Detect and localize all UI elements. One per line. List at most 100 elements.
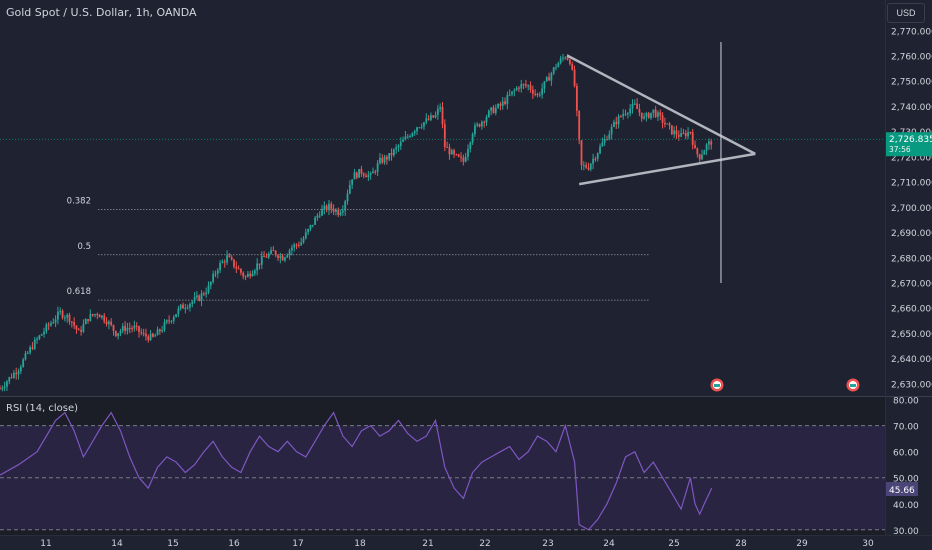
candle-body <box>175 314 177 318</box>
candle-body <box>492 107 495 113</box>
candle-body <box>687 132 689 137</box>
candle-body <box>673 130 676 135</box>
price-tick-label: 2,670.000 <box>891 279 932 289</box>
candle-body <box>124 326 127 331</box>
candle-body <box>531 89 534 94</box>
candle-body <box>365 175 367 178</box>
rsi-tick-label: 60.00 <box>893 449 919 459</box>
candle-body <box>633 103 636 105</box>
candle-body <box>339 212 342 215</box>
triangle-pattern[interactable] <box>566 42 756 283</box>
candle-body <box>367 174 370 178</box>
time-axis[interactable]: 11 14 15 16 17 18 21 22 23 24 25 28 29 30 <box>40 539 874 549</box>
candle-body <box>328 203 330 211</box>
candle-body <box>246 273 249 277</box>
candle-body <box>348 184 351 194</box>
candle-body <box>19 366 22 372</box>
candle-body <box>73 322 76 326</box>
candle-body <box>573 69 576 86</box>
candle-body <box>103 315 106 322</box>
candle-body <box>29 347 32 353</box>
candle-body <box>193 297 196 302</box>
candle-body <box>478 124 481 127</box>
currency-button[interactable]: USD <box>887 3 925 23</box>
event-icons[interactable] <box>710 378 860 392</box>
candle-body <box>251 273 254 277</box>
candle-body <box>205 292 208 295</box>
candle-body <box>462 157 465 162</box>
price-tick-label: 2,710.000 <box>891 179 932 189</box>
candle-body <box>221 261 224 264</box>
rsi-axis[interactable]: 30.00 40.00 50.00 60.00 70.00 80.00 45.66 <box>886 397 919 537</box>
candle-body <box>615 121 618 125</box>
candle-body <box>425 118 428 123</box>
time-tick-label: 14 <box>111 539 123 549</box>
candle-body <box>256 263 259 271</box>
candle-body <box>626 113 629 115</box>
candle-body <box>610 126 613 135</box>
candle-body <box>170 320 173 322</box>
candle-body <box>230 257 233 260</box>
candle-body <box>564 57 567 59</box>
candle-body <box>98 314 101 318</box>
candle-body <box>629 108 632 114</box>
triangle-upper-line[interactable] <box>566 54 756 155</box>
candle-body <box>360 169 363 174</box>
candle-body <box>450 150 453 155</box>
candle-body <box>562 57 564 59</box>
candle-body <box>226 255 228 263</box>
price-tick-label: 2,650.000 <box>891 330 932 340</box>
candle-body <box>311 224 314 226</box>
candle-body <box>569 59 571 65</box>
candle-body <box>402 139 405 142</box>
candle-body <box>661 115 664 123</box>
current-price-value: 2,726.835 <box>889 135 932 145</box>
candle-body <box>284 257 286 261</box>
candle-body <box>145 333 147 337</box>
candle-body <box>214 273 217 275</box>
candle-body <box>94 314 96 316</box>
candle-body <box>504 101 506 104</box>
candle-body <box>494 107 497 113</box>
candle-body <box>286 255 289 258</box>
candle-body <box>476 124 479 126</box>
price-tick-label: 2,760.000 <box>891 52 932 62</box>
candle-body <box>534 93 537 95</box>
candle-body <box>38 335 41 339</box>
candle-body <box>191 301 194 304</box>
triangle-lower-line[interactable] <box>578 152 756 186</box>
candle-body <box>657 112 659 117</box>
candle-body <box>200 293 203 301</box>
candle-body <box>508 94 511 96</box>
event-flag-icon-mark <box>714 384 720 387</box>
time-tick-label: 17 <box>292 539 303 549</box>
fibonacci-retracement[interactable]: 0.382 0.5 0.618 <box>67 196 650 301</box>
candle-body <box>77 329 80 331</box>
candle-body <box>128 327 131 329</box>
candle-body <box>101 315 103 318</box>
candle-body <box>8 377 11 382</box>
candle-body <box>87 319 89 321</box>
candle-body <box>59 310 62 312</box>
candle-body <box>47 324 50 326</box>
candle-body <box>309 225 312 230</box>
candle-body <box>575 85 578 111</box>
price-axis[interactable]: 2,630.000 2,640.000 2,650.000 2,660.000 2,67… <box>886 27 932 390</box>
candle-body <box>682 133 685 135</box>
candle-body <box>158 329 161 332</box>
candle-body <box>705 144 708 151</box>
candle-body <box>70 321 73 323</box>
fib-level-label: 0.618 <box>67 287 91 297</box>
candle-body <box>585 165 588 168</box>
event-flag-icon-mark <box>850 384 856 387</box>
candle-body <box>68 314 71 322</box>
candle-body <box>82 324 85 332</box>
candle-body <box>96 314 99 316</box>
candle-body <box>467 149 469 157</box>
candle-body <box>15 372 18 375</box>
candle-body <box>91 314 94 316</box>
price-tick-label: 2,630.000 <box>891 380 932 390</box>
candle-body <box>374 171 377 173</box>
candle-body <box>184 308 187 310</box>
